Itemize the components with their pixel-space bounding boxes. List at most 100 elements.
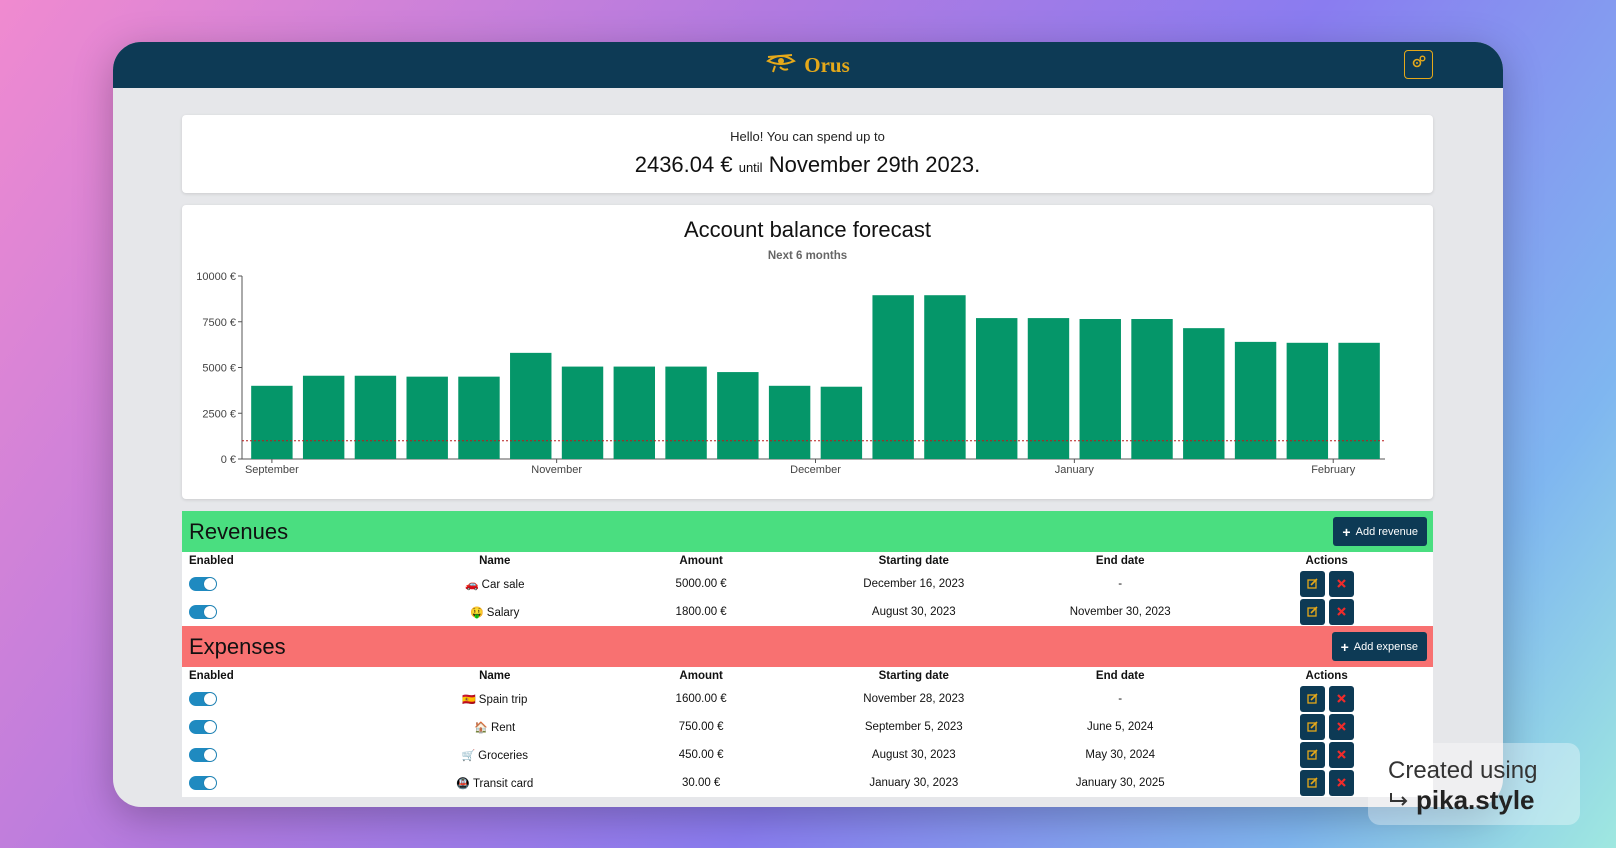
delete-button[interactable] (1328, 686, 1354, 712)
expenses-title: Expenses (189, 633, 286, 659)
bar (1234, 341, 1277, 459)
bar (768, 385, 811, 459)
return-arrow-icon (1388, 785, 1410, 816)
actions-cell (1220, 598, 1433, 626)
amount-cell: 30.00 € (681, 777, 721, 789)
bar (458, 376, 500, 459)
item-emoji: 🚗 (464, 578, 479, 591)
start-date-cell: August 30, 2023 (871, 749, 956, 761)
bar (665, 366, 707, 459)
bar (924, 295, 966, 459)
enabled-cell (182, 713, 395, 741)
column-header: Starting date (878, 555, 949, 567)
watermark-brand: pika.style (1416, 785, 1535, 815)
enabled-cell (182, 570, 395, 598)
revenues-header: Revenues + Add revenue (182, 511, 1433, 552)
enabled-toggle[interactable] (189, 577, 217, 591)
x-tick-label: September (245, 464, 299, 476)
actions-cell (1220, 713, 1433, 741)
enabled-cell (182, 598, 395, 626)
revenues-title: Revenues (189, 518, 289, 544)
add-revenue-button[interactable]: + Add revenue (1333, 517, 1427, 546)
bar (613, 366, 656, 459)
table-row: 🤑 Salary 1800.00 € August 30, 2023 November … (182, 598, 1433, 626)
bar (510, 352, 552, 459)
table-header-row: Enabled Name Amount Starting date End da… (182, 667, 1433, 685)
spending-summary-card: Hello! You can spend up to 2436.04 € unt… (182, 115, 1433, 193)
edit-button[interactable] (1299, 686, 1325, 712)
column-header: Name (479, 555, 511, 567)
column-header: Actions (1305, 670, 1348, 682)
delete-button[interactable] (1328, 770, 1354, 796)
enabled-cell (182, 741, 395, 769)
add-expense-button[interactable]: + Add expense (1331, 632, 1427, 661)
add-revenue-label: Add revenue (1355, 525, 1418, 538)
enabled-toggle[interactable] (189, 692, 217, 706)
column-header: Amount (679, 555, 723, 567)
delete-icon (1336, 579, 1346, 588)
item-emoji: 🇪🇸 (462, 693, 476, 706)
enabled-toggle[interactable] (189, 720, 217, 734)
end-date-cell: January 30, 2025 (1075, 777, 1165, 789)
expenses-table: Enabled Name Amount Starting date End da… (182, 667, 1433, 797)
item-name: Groceries (478, 749, 529, 762)
column-header: Amount (679, 670, 723, 682)
gears-icon (1412, 55, 1426, 74)
name-cell: 🚇 Transit card (395, 769, 595, 797)
enabled-toggle[interactable] (189, 748, 217, 762)
start-date-cell: November 28, 2023 (863, 693, 965, 705)
expenses-header: Expenses + Add expense (182, 626, 1433, 667)
revenues-table: Enabled Name Amount Starting date End da… (182, 552, 1433, 626)
column-header: Enabled (189, 555, 234, 567)
add-expense-label: Add expense (1353, 640, 1418, 653)
amount-cell: 5000.00 € (675, 578, 727, 590)
end-date-cell: May 30, 2024 (1085, 749, 1156, 761)
bar (717, 372, 759, 459)
start-date-cell: August 30, 2023 (871, 606, 956, 618)
edit-button[interactable] (1299, 714, 1325, 740)
edit-icon (1306, 777, 1318, 788)
brand-name: Orus (804, 52, 850, 77)
item-emoji: 🏠 (474, 721, 488, 734)
start-date-cell: December 16, 2023 (863, 578, 965, 590)
brand[interactable]: Orus (766, 53, 850, 78)
expenses-section: Expenses + Add expense Enabled Name Amou… (182, 626, 1433, 797)
delete-button[interactable] (1328, 714, 1354, 740)
spend-amount: 2436.04 € (634, 152, 733, 177)
column-header: Name (479, 670, 511, 682)
edit-button[interactable] (1299, 770, 1325, 796)
enabled-toggle[interactable] (189, 605, 217, 619)
delete-button[interactable] (1328, 742, 1354, 768)
x-tick-label: November (531, 464, 582, 476)
item-name: Transit card (472, 777, 534, 790)
delete-button[interactable] (1328, 599, 1354, 625)
plus-icon: + (1342, 523, 1351, 540)
y-tick-label: 2500 € (202, 408, 236, 420)
delete-button[interactable] (1328, 571, 1354, 597)
delete-icon (1336, 750, 1346, 759)
item-name: Car sale (481, 578, 525, 591)
bar (1338, 342, 1380, 459)
column-header: Enabled (189, 670, 234, 682)
settings-button[interactable] (1404, 50, 1433, 79)
x-tick-label: February (1311, 464, 1356, 476)
actions-cell (1220, 769, 1433, 797)
delete-icon (1336, 607, 1346, 616)
column-header: End date (1095, 670, 1145, 682)
table-row: 🇪🇸 Spain trip 1600.00 € November 28, 2023 - (182, 685, 1433, 713)
end-date-cell: - (1118, 578, 1123, 590)
edit-button[interactable] (1299, 571, 1325, 597)
item-name: Salary (486, 606, 520, 619)
edit-button[interactable] (1299, 742, 1325, 768)
bar (1027, 318, 1070, 459)
bar (1183, 328, 1225, 459)
edit-button[interactable] (1299, 599, 1325, 625)
until-text: until (738, 160, 763, 175)
amount-cell: 1800.00 € (675, 606, 727, 618)
enabled-toggle[interactable] (189, 776, 217, 790)
column-header: End date (1095, 555, 1145, 567)
item-name: Spain trip (478, 693, 528, 706)
name-cell: 🚗 Car sale (395, 570, 595, 598)
name-cell: 🏠 Rent (395, 713, 595, 741)
spend-line: 2436.04 € until November 29th 2023. (182, 152, 1433, 178)
